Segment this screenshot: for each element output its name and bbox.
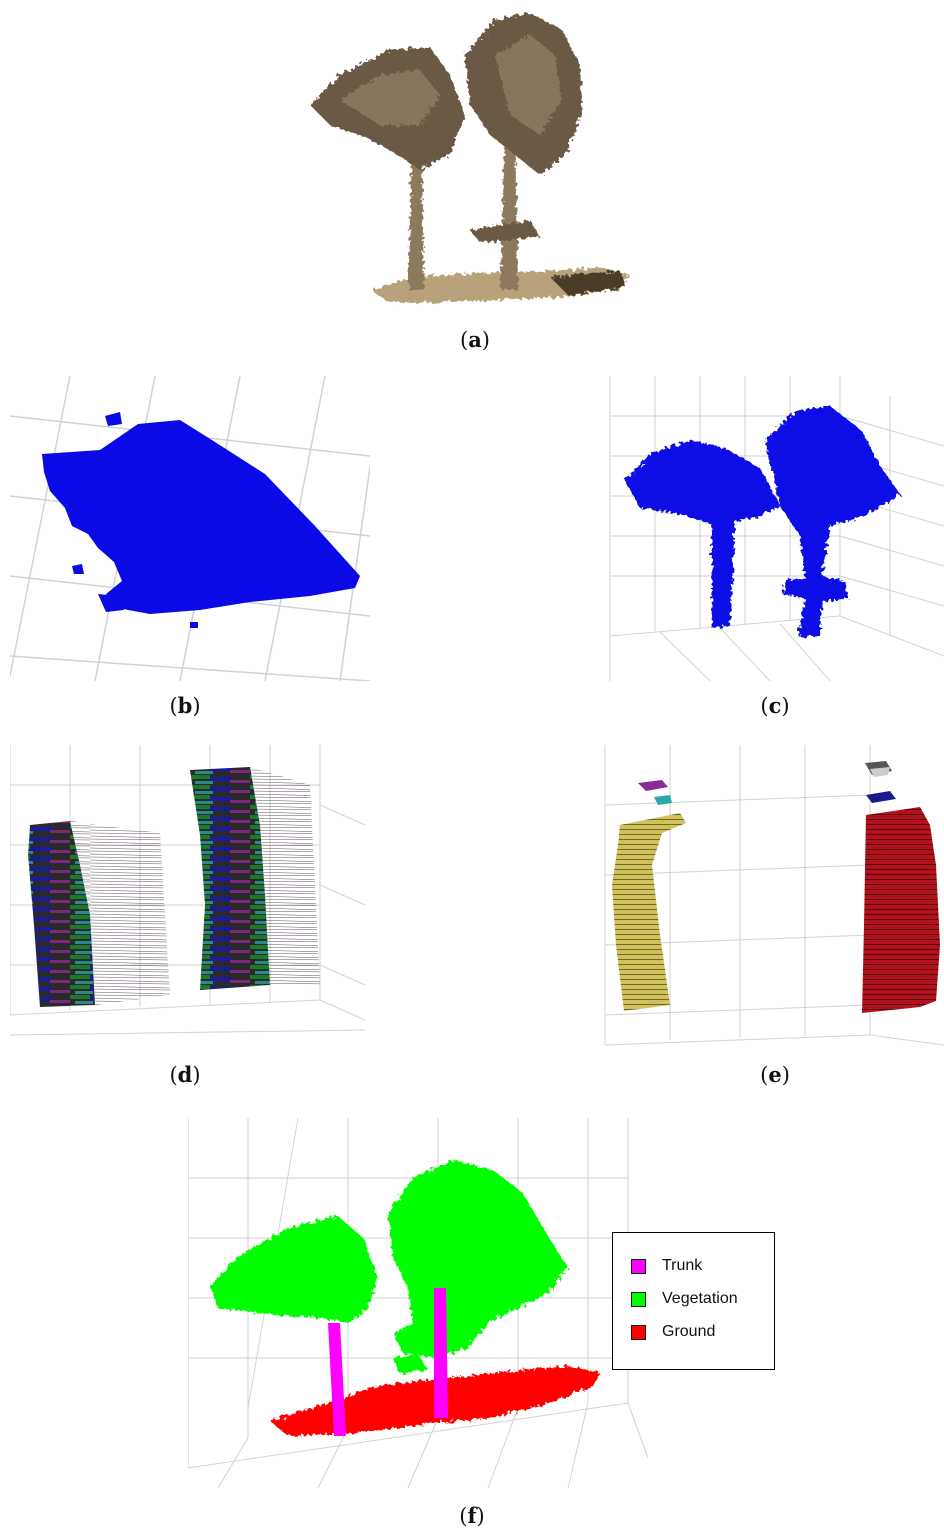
panel-f-segmented-scene: [188, 1118, 648, 1488]
left-vegetation: [210, 1216, 378, 1323]
ground-point-cloud: [42, 420, 360, 614]
legend-item-vegetation: Vegetation: [631, 1286, 738, 1312]
left-trunk-segment: [328, 1323, 346, 1436]
right-vegetation: [388, 1160, 568, 1358]
legend-label-vegetation: Vegetation: [662, 1290, 738, 1307]
caption-b: (b): [169, 693, 201, 718]
legend-swatch-vegetation: [631, 1291, 646, 1307]
caption-d: (d): [169, 1062, 201, 1087]
right-trunk: [500, 125, 518, 290]
legend-swatch-trunk: [631, 1258, 646, 1274]
caption-a: (a): [459, 327, 490, 352]
legend-item-ground: Ground: [631, 1319, 715, 1345]
legend-swatch-ground: [631, 1324, 646, 1340]
left-trunk: [408, 155, 424, 290]
legend-label-trunk: Trunk: [662, 1257, 703, 1274]
legend-item-trunk: Trunk: [631, 1253, 702, 1279]
red-trunk-cluster: [862, 807, 940, 1013]
legend: Trunk Vegetation Ground: [612, 1232, 775, 1370]
caption-f: (f): [459, 1503, 485, 1528]
panel-d-trunk-slices: [10, 745, 365, 1050]
yellow-trunk-cluster: [612, 813, 686, 1011]
left-tree-cloud: [625, 440, 780, 628]
legend-label-ground: Ground: [662, 1323, 716, 1340]
panel-a-point-cloud-photo: [300, 5, 640, 310]
left-trunk-slices: [28, 821, 95, 1007]
caption-c: (c): [760, 693, 790, 718]
right-trunk-slices: [190, 767, 270, 990]
panel-c-tree-points: [600, 376, 944, 681]
right-trunk-segment: [434, 1288, 448, 1418]
right-tree-cloud: [765, 406, 900, 636]
panel-b-ground-points: [10, 376, 370, 681]
caption-e: (e): [760, 1062, 790, 1087]
panel-e-trunk-clusters: [600, 745, 944, 1050]
